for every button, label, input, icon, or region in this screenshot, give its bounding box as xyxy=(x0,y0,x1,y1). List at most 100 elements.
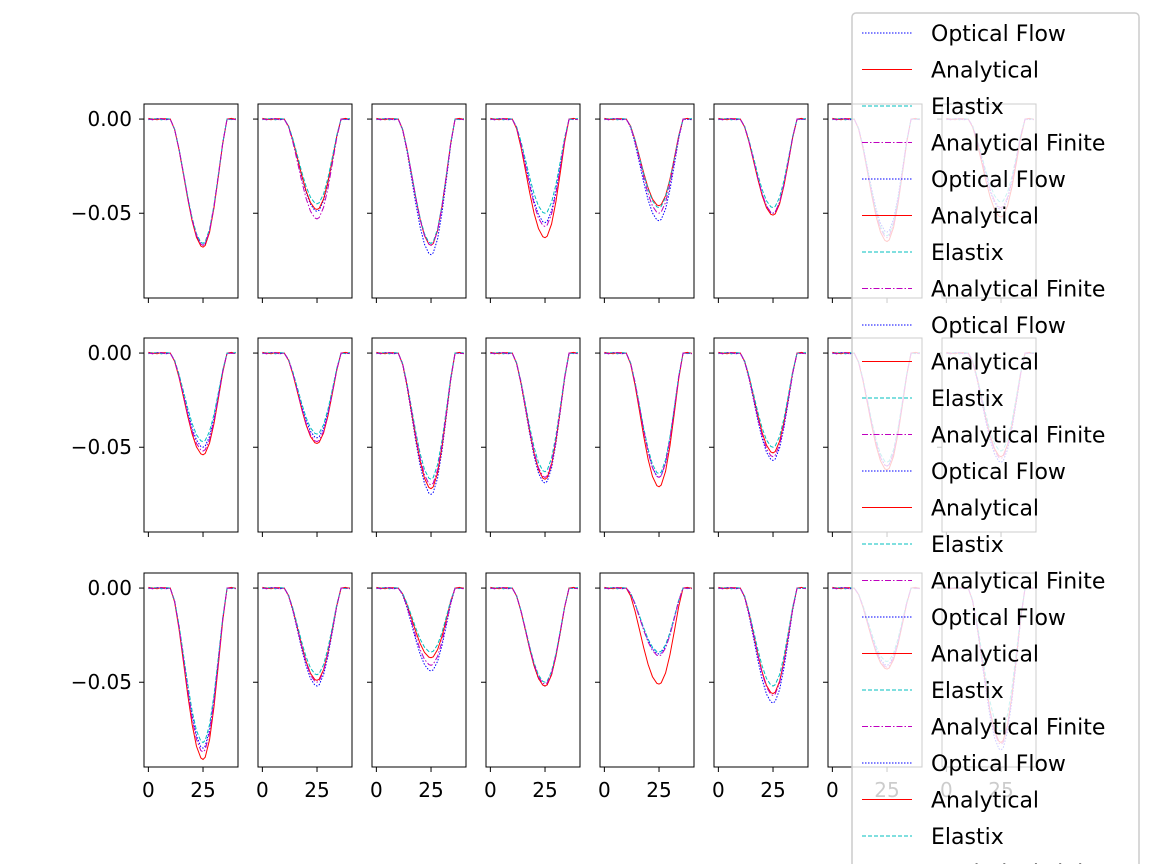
legend-entry: Elastix xyxy=(862,533,1004,558)
x-tick-label: 0 xyxy=(484,778,497,802)
legend-label: Optical Flow xyxy=(931,314,1066,339)
legend-label: Analytical Finite xyxy=(931,278,1105,303)
x-tick-label: 25 xyxy=(646,778,671,802)
axes-frame xyxy=(485,337,581,533)
legend-entry: Analytical xyxy=(862,351,1039,376)
series-line-analytical-finite xyxy=(490,352,578,478)
subplot-r2-c2 xyxy=(253,337,353,537)
y-tick-label: 0.00 xyxy=(87,576,132,600)
legend-entry: Analytical xyxy=(862,497,1039,522)
legend-label: Elastix xyxy=(931,679,1004,704)
legend-entry: Optical Flow xyxy=(862,606,1066,631)
series-line-analytical-finite xyxy=(604,118,692,214)
subplot-r2-c1: 0.00 −0.05 xyxy=(71,337,239,537)
x-tick-label: 25 xyxy=(190,778,215,802)
subplot-r1-c1: 0.00 −0.05 xyxy=(71,103,239,303)
axes-frame xyxy=(371,572,467,768)
legend-entry: Analytical Finite xyxy=(862,716,1105,741)
legend-entry: Analytical xyxy=(862,59,1039,84)
series-line-analytical-finite xyxy=(148,587,236,753)
legend-entry: Analytical xyxy=(862,643,1039,668)
x-tick-label: 0 xyxy=(712,778,725,802)
legend-label: Analytical xyxy=(931,497,1039,522)
legend-frame xyxy=(851,12,1140,864)
subplot-r3-c4: 0 25 xyxy=(481,572,581,802)
series-line-analytical-finite xyxy=(262,118,350,220)
subplot-r3-c2: 0 25 xyxy=(253,572,353,802)
series-line-analytical-finite xyxy=(718,352,806,458)
y-tick-label: −0.05 xyxy=(71,435,132,459)
series-line-analytical-finite xyxy=(376,118,464,246)
legend-entry: Elastix xyxy=(862,95,1004,120)
subplot-r1-c3 xyxy=(367,103,467,303)
x-tick-label: 25 xyxy=(532,778,557,802)
legend-label: Optical Flow xyxy=(931,606,1066,631)
y-tick-label: 0.00 xyxy=(87,341,132,365)
legend-entry: Analytical Finite xyxy=(862,570,1105,595)
legend-entry: Optical Flow xyxy=(862,752,1066,777)
axes-frame xyxy=(599,337,695,533)
series-line-analytical-finite xyxy=(262,352,350,443)
series-line-analytical-finite xyxy=(148,352,236,452)
legend-entry: Elastix xyxy=(862,241,1004,266)
y-tick-label: 0.00 xyxy=(87,107,132,131)
legend-entry: Analytical Finite xyxy=(862,424,1105,449)
x-tick-label: 0 xyxy=(142,778,155,802)
axes-frame xyxy=(371,337,467,533)
axes-frame xyxy=(713,337,809,533)
legend-label: Analytical xyxy=(931,351,1039,376)
series-line-analytical-finite xyxy=(376,587,464,666)
legend-entry: Analytical xyxy=(862,789,1039,814)
legend-entry: Optical Flow xyxy=(862,314,1066,339)
subplot-r3-c1: 0.00 −0.05 0 25 xyxy=(71,572,239,802)
legend-entry: Analytical Finite xyxy=(862,132,1105,157)
y-tick-label: −0.05 xyxy=(71,201,132,225)
series-line-analytical-finite xyxy=(604,587,692,657)
subplot-r2-c3 xyxy=(367,337,467,537)
legend-label: Elastix xyxy=(931,95,1004,120)
axes-frame xyxy=(371,103,467,299)
legend-entry: Optical Flow xyxy=(862,22,1066,47)
subplot-r2-c6 xyxy=(709,337,809,537)
legend-label: Elastix xyxy=(931,533,1004,558)
series-line-analytical-finite xyxy=(376,352,464,486)
legend-entry: Analytical Finite xyxy=(862,278,1105,303)
x-tick-label: 0 xyxy=(370,778,383,802)
series-line-analytical-finite xyxy=(718,587,806,696)
legend-label: Analytical xyxy=(931,643,1039,668)
series-line-analytical-finite xyxy=(490,118,578,227)
legend-entry: Analytical xyxy=(862,205,1039,230)
subplot-r2-c4 xyxy=(481,337,581,537)
x-tick-label: 25 xyxy=(304,778,329,802)
subplot-r3-c3: 0 25 xyxy=(367,572,467,802)
legend-entry: Optical Flow xyxy=(862,168,1066,193)
legend-entry: Elastix xyxy=(862,679,1004,704)
legend-label: Analytical xyxy=(931,789,1039,814)
axes-frame xyxy=(599,572,695,768)
legend-entry: Elastix xyxy=(862,387,1004,412)
subplot-r1-c2 xyxy=(253,103,353,303)
x-tick-label: 25 xyxy=(418,778,443,802)
legend-entry: Analytical Finite xyxy=(931,862,1105,864)
series-line-analytical xyxy=(604,586,692,685)
legend-entry: Elastix xyxy=(862,825,1004,850)
subplot-r1-c6 xyxy=(709,103,809,303)
axes-frame xyxy=(143,103,239,299)
legend-label: Analytical Finite xyxy=(931,424,1105,449)
axes-frame xyxy=(485,572,581,768)
x-tick-label: 25 xyxy=(760,778,785,802)
legend-label: Analytical xyxy=(931,205,1039,230)
legend-label: Analytical Finite xyxy=(931,862,1105,864)
legend-label: Elastix xyxy=(931,825,1004,850)
legend-label: Analytical xyxy=(931,59,1039,84)
legend-entry: Optical Flow xyxy=(862,460,1066,485)
x-tick-label: 0 xyxy=(256,778,269,802)
subplot-r1-c5 xyxy=(595,103,695,303)
series-line-analytical-finite xyxy=(262,587,350,683)
legend-label: Analytical Finite xyxy=(931,570,1105,595)
series-line-analytical xyxy=(604,351,692,488)
subplot-r1-c4 xyxy=(481,103,581,303)
series-line-analytical-finite xyxy=(490,587,578,685)
legend: Optical Flow Analytical Elastix Analytical … xyxy=(851,12,1140,864)
